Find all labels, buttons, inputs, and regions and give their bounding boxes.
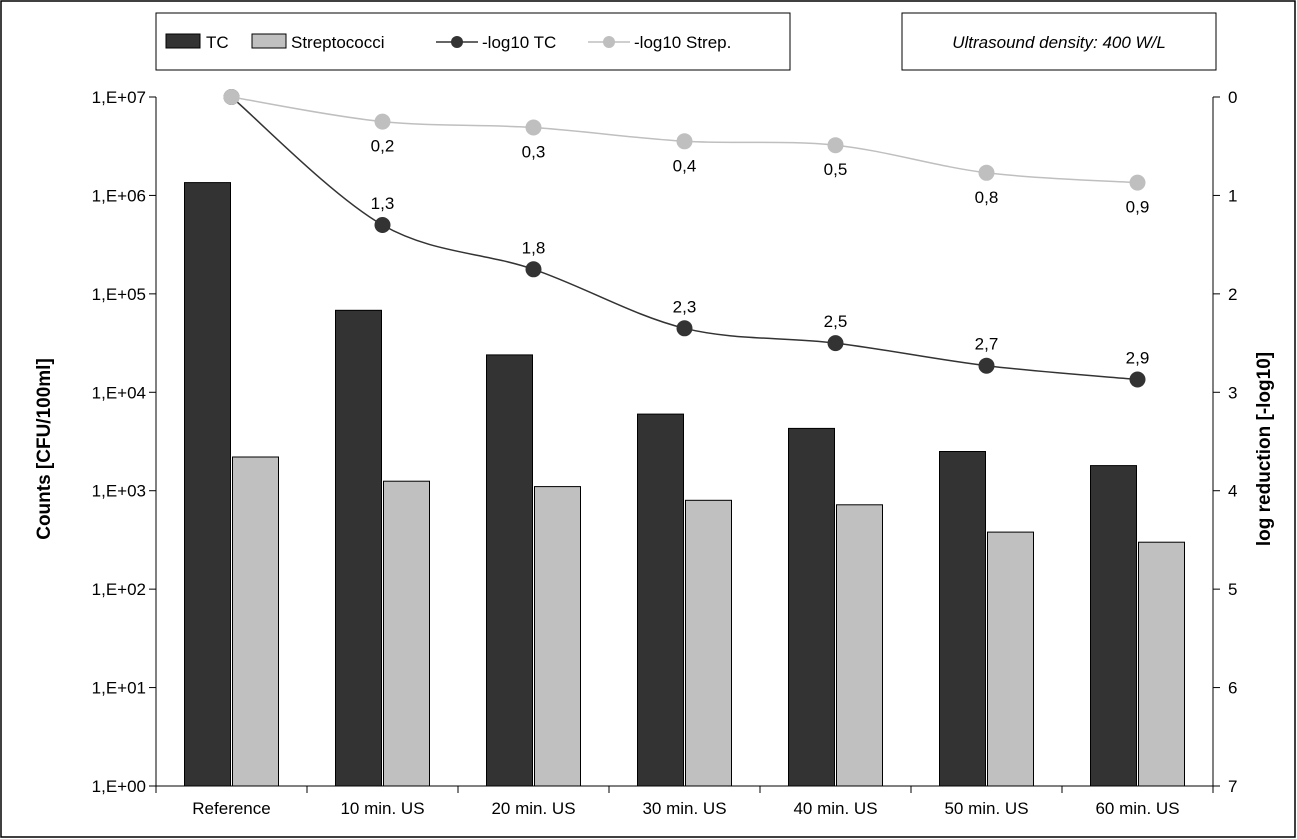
point-log10-strep-50-min-us — [978, 164, 995, 181]
data-label-log10-strep-20-min-us: 0,3 — [522, 143, 546, 162]
axes-layer: 1,E+00 1,E+01 1,E+02 1,E+03 1,E+04 1,E+05 1,E+… — [92, 88, 1238, 818]
point-log10-strep-60-min-us — [1129, 174, 1146, 191]
data-label-log10-tc-10-min-us: 1,3 — [371, 194, 395, 213]
x-tick-label-reference: Reference — [192, 799, 270, 818]
point-log10-strep-reference — [223, 89, 240, 105]
y-right-tick-label: 2 — [1228, 285, 1237, 304]
legend-swatch-streptococci — [251, 33, 287, 49]
y-right-tick-label: 5 — [1228, 580, 1237, 599]
y-left-tick-label: 1,E+01 — [92, 679, 146, 698]
point-log10-tc-20-min-us — [525, 261, 542, 278]
point-log10-tc-40-min-us — [827, 335, 844, 352]
data-label-log10-tc-50-min-us: 2,7 — [975, 335, 999, 354]
y-axis-right-title: log reduction [-log10] — [1254, 352, 1275, 546]
y-axis-left-title: Counts [CFU/100ml] — [34, 358, 55, 540]
bar-streptococci-reference — [232, 456, 279, 787]
x-tick-label-20-min-us: 20 min. US — [491, 799, 575, 818]
y-right-tick-label: 0 — [1228, 88, 1237, 107]
x-tick-label-40-min-us: 40 min. US — [793, 799, 877, 818]
data-label-log10-strep-40-min-us: 0,5 — [824, 160, 848, 179]
point-log10-strep-40-min-us — [827, 137, 844, 154]
data-label-log10-strep-10-min-us: 0,2 — [371, 137, 395, 156]
bar-streptococci-10-min-us — [383, 480, 430, 787]
lines-layer — [223, 89, 1146, 388]
legend-marker-log-tc — [451, 36, 463, 48]
annotation-text: Ultrasound density: 400 W/L — [952, 33, 1166, 52]
y-left-tick-label: 1,E+05 — [92, 285, 146, 304]
data-label-log10-strep-30-min-us: 0,4 — [673, 156, 697, 175]
legend-label-streptococci: Streptococci — [291, 33, 385, 52]
y-left-tick-label: 1,E+06 — [92, 186, 146, 205]
x-tick-label-50-min-us: 50 min. US — [944, 799, 1028, 818]
x-tick-label-30-min-us: 30 min. US — [642, 799, 726, 818]
x-tick-label-10-min-us: 10 min. US — [340, 799, 424, 818]
point-log10-strep-20-min-us — [525, 119, 542, 136]
y-right-tick-label: 6 — [1228, 679, 1237, 698]
x-tick-label-60-min-us: 60 min. US — [1095, 799, 1179, 818]
y-right-tick-label: 4 — [1228, 482, 1237, 501]
point-log10-tc-30-min-us — [676, 320, 693, 337]
bar-tc-50-min-us — [939, 451, 986, 787]
bar-tc-60-min-us — [1090, 465, 1137, 787]
data-label-log10-tc-30-min-us: 2,3 — [673, 297, 697, 316]
data-label-log10-tc-60-min-us: 2,9 — [1126, 349, 1150, 368]
legend-label-tc: TC — [206, 33, 229, 52]
y-right-tick-label: 7 — [1228, 777, 1237, 796]
legend: TC Streptococci -log10 TC -log10 Strep. — [155, 12, 791, 71]
point-log10-strep-30-min-us — [676, 133, 693, 150]
legend-label-log-tc: -log10 TC — [482, 33, 556, 52]
data-label-log10-tc-40-min-us: 2,5 — [824, 312, 848, 331]
bar-streptococci-30-min-us — [685, 499, 732, 787]
legend-marker-log-strep — [603, 36, 615, 48]
bar-tc-40-min-us — [788, 427, 835, 787]
legend-label-log-strep: -log10 Strep. — [634, 33, 731, 52]
data-label-log10-tc-20-min-us: 1,8 — [522, 238, 546, 257]
bar-tc-reference — [184, 182, 231, 787]
bars-layer — [184, 182, 1185, 787]
bar-streptococci-20-min-us — [534, 486, 581, 787]
point-log10-strep-10-min-us — [374, 113, 391, 130]
y-left-tick-label: 1,E+03 — [92, 482, 146, 501]
legend-swatch-tc — [165, 33, 201, 49]
y-left-tick-label: 1,E+07 — [92, 88, 146, 107]
point-log10-tc-10-min-us — [374, 217, 391, 233]
data-label-log10-strep-50-min-us: 0,8 — [975, 188, 999, 207]
point-log10-tc-50-min-us — [978, 357, 995, 374]
y-left-tick-label: 1,E+02 — [92, 580, 146, 599]
y-right-tick-label: 3 — [1228, 383, 1237, 402]
bar-streptococci-60-min-us — [1138, 541, 1185, 787]
data-labels-layer: 1,3 1,8 2,3 2,5 2,7 2,9 0,2 0,3 0,4 0,5 0,8 0,9 — [371, 137, 1150, 368]
y-left-tick-label: 1,E+04 — [92, 383, 146, 402]
bar-streptococci-40-min-us — [836, 504, 883, 787]
bar-tc-30-min-us — [637, 413, 684, 787]
annotation-box — [901, 12, 1217, 71]
bar-tc-10-min-us — [335, 309, 382, 787]
point-log10-tc-60-min-us — [1129, 371, 1146, 388]
y-left-tick-label: 1,E+00 — [92, 777, 146, 796]
data-label-log10-strep-60-min-us: 0,9 — [1126, 198, 1150, 217]
y-right-tick-label: 1 — [1228, 186, 1237, 205]
bar-tc-20-min-us — [486, 354, 533, 787]
bar-streptococci-50-min-us — [987, 531, 1034, 787]
annotation: Ultrasound density: 400 W/L — [901, 12, 1217, 71]
